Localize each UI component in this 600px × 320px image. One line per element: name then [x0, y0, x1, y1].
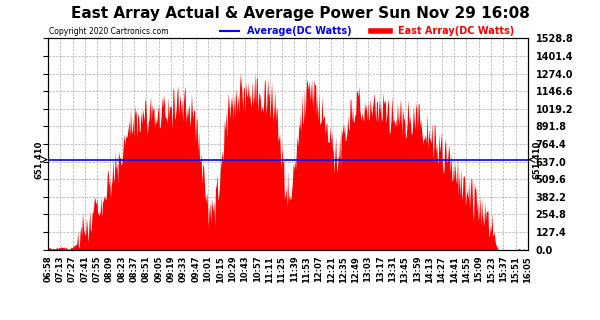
Text: 651.410: 651.410 [34, 140, 43, 179]
Legend: Average(DC Watts), East Array(DC Watts): Average(DC Watts), East Array(DC Watts) [216, 22, 518, 40]
Text: Copyright 2020 Cartronics.com: Copyright 2020 Cartronics.com [49, 27, 169, 36]
Text: East Array Actual & Average Power Sun Nov 29 16:08: East Array Actual & Average Power Sun No… [71, 6, 529, 21]
Text: 651.410: 651.410 [533, 140, 542, 179]
